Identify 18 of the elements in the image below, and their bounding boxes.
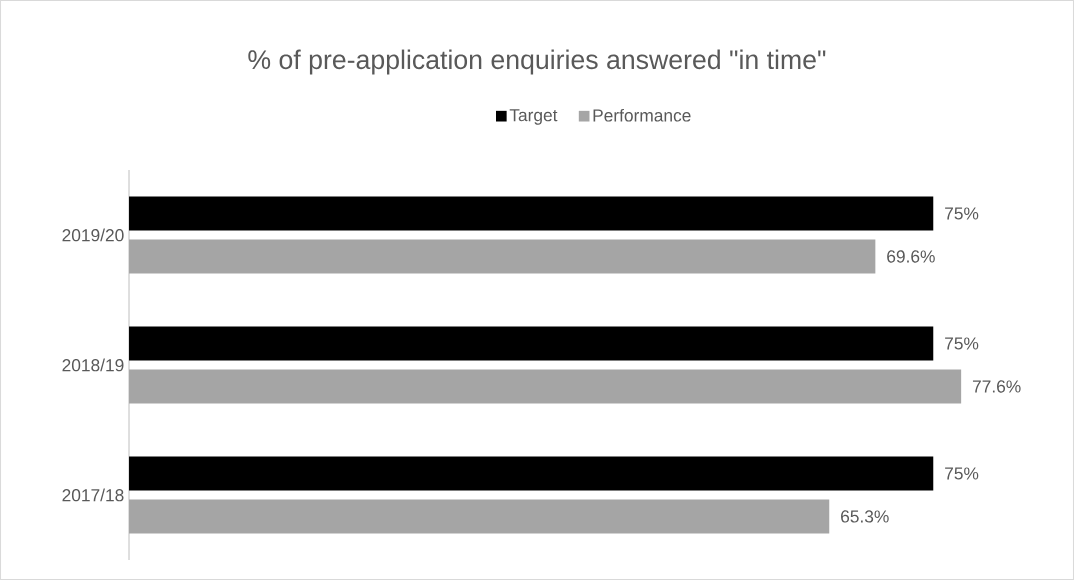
y-tick-label: 2019/20 (62, 228, 124, 242)
y-tick-label: 2017/18 (62, 488, 124, 502)
bar (129, 456, 934, 491)
chart-title: % of pre-application enquiries answered "in time" (248, 49, 826, 75)
bar (129, 326, 934, 361)
legend-label: Target (509, 109, 558, 125)
data-label: 75% (945, 207, 979, 220)
bar (129, 369, 962, 404)
bar (129, 499, 830, 534)
data-label: 69.6% (887, 250, 935, 263)
legend-label: Performance (593, 108, 691, 122)
bar (129, 196, 934, 231)
data-label: 65.3% (841, 510, 889, 523)
data-label: 75% (945, 337, 979, 350)
data-label: 75% (945, 467, 979, 480)
bar (129, 239, 876, 274)
data-label: 77.6% (972, 380, 1021, 393)
y-tick-label: 2018/19 (62, 358, 124, 372)
